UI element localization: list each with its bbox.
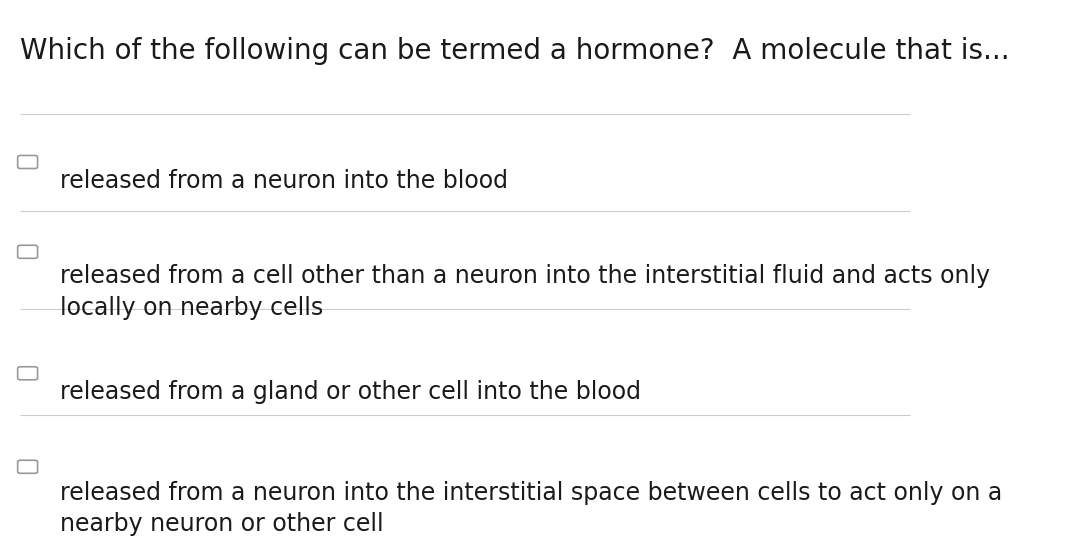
Text: released from a gland or other cell into the blood: released from a gland or other cell into… — [60, 381, 641, 405]
Text: Which of the following can be termed a hormone?  A molecule that is...: Which of the following can be termed a h… — [21, 37, 1010, 65]
Text: released from a cell other than a neuron into the interstitial fluid and acts on: released from a cell other than a neuron… — [60, 264, 990, 320]
Text: released from a neuron into the interstitial space between cells to act only on : released from a neuron into the intersti… — [60, 480, 1002, 536]
FancyBboxPatch shape — [17, 245, 37, 258]
FancyBboxPatch shape — [17, 156, 37, 169]
FancyBboxPatch shape — [17, 367, 37, 380]
FancyBboxPatch shape — [17, 460, 37, 473]
Text: released from a neuron into the blood: released from a neuron into the blood — [60, 169, 509, 193]
